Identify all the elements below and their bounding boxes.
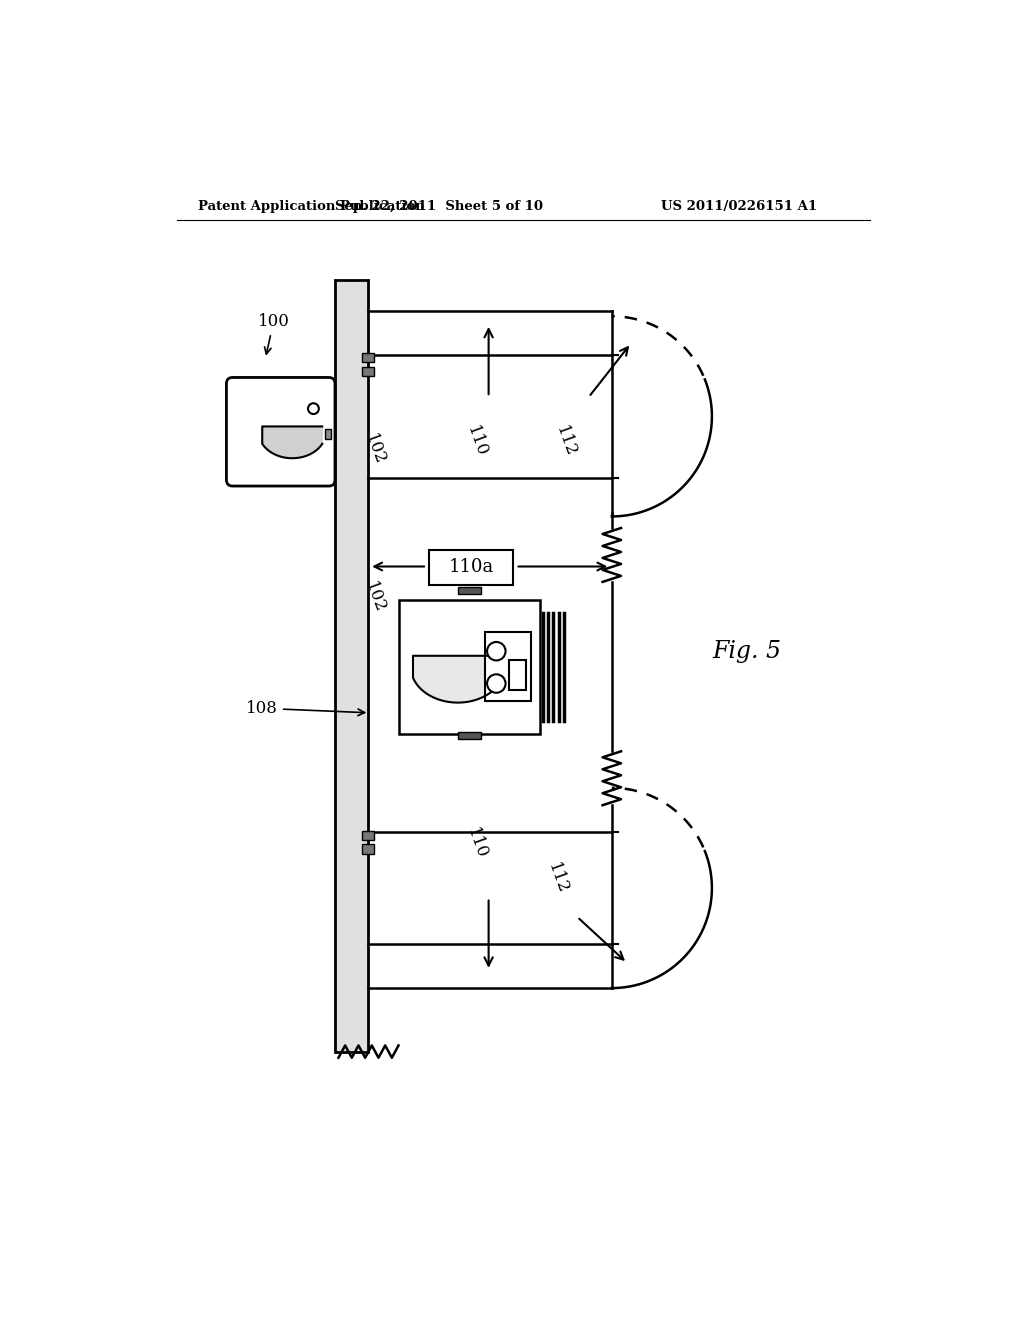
Text: 110: 110 <box>464 826 490 862</box>
Text: US 2011/0226151 A1: US 2011/0226151 A1 <box>660 199 817 213</box>
Bar <box>458 587 481 594</box>
Bar <box>458 733 481 739</box>
Bar <box>335 280 368 1052</box>
Polygon shape <box>413 656 503 702</box>
Bar <box>361 354 374 363</box>
Bar <box>325 429 331 440</box>
Circle shape <box>308 404 318 414</box>
Bar <box>361 830 374 840</box>
FancyBboxPatch shape <box>398 599 541 734</box>
Text: 100: 100 <box>258 313 290 354</box>
Bar <box>509 660 526 689</box>
Bar <box>484 632 531 701</box>
Text: 112: 112 <box>545 861 571 896</box>
Circle shape <box>487 675 506 693</box>
Text: Sep. 22, 2011  Sheet 5 of 10: Sep. 22, 2011 Sheet 5 of 10 <box>335 199 543 213</box>
Bar <box>361 367 374 376</box>
Circle shape <box>487 642 506 660</box>
FancyBboxPatch shape <box>226 378 335 486</box>
Text: Patent Application Publication: Patent Application Publication <box>199 199 425 213</box>
Text: 110: 110 <box>464 424 490 459</box>
Text: Fig. 5: Fig. 5 <box>712 640 781 663</box>
Polygon shape <box>262 426 323 458</box>
Text: 110a: 110a <box>449 558 494 577</box>
Bar <box>361 845 374 854</box>
Text: 112: 112 <box>552 424 579 459</box>
FancyBboxPatch shape <box>429 549 513 585</box>
Text: 102: 102 <box>361 432 388 467</box>
Text: 102: 102 <box>361 579 388 615</box>
Text: 108: 108 <box>246 700 365 717</box>
